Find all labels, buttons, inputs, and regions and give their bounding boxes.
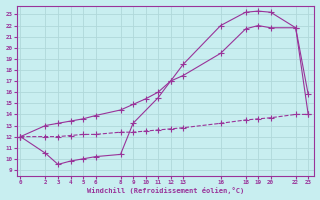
X-axis label: Windchill (Refroidissement éolien,°C): Windchill (Refroidissement éolien,°C) [87,187,244,194]
